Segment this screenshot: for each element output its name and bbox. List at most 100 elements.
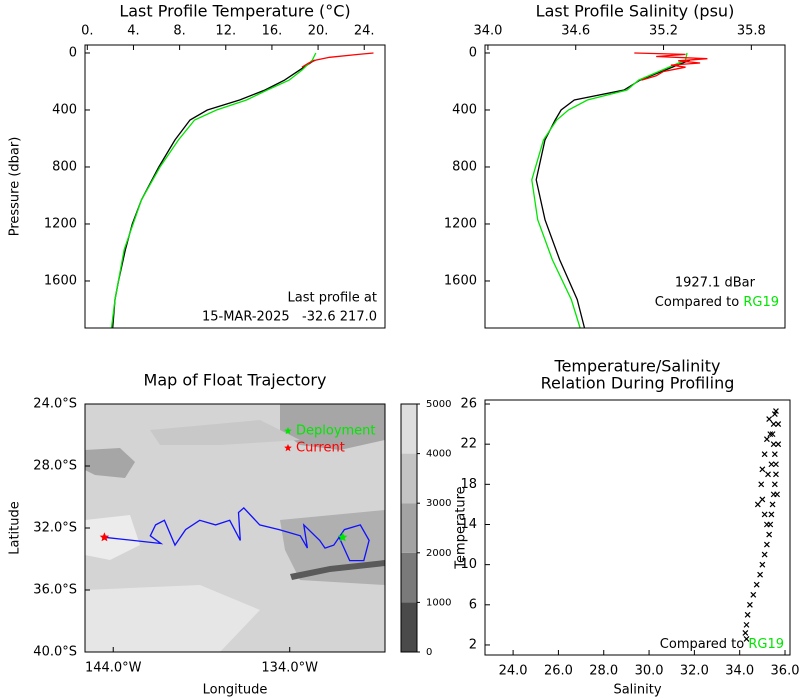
plot-frame (84, 403, 386, 653)
colorbar-tick-label: 5000 (426, 399, 451, 410)
scatter-point (759, 466, 766, 473)
colorbar-band (401, 453, 417, 504)
colorbar-tick-label: 1000 (426, 597, 451, 608)
scatter-point (770, 441, 777, 448)
marker-star (99, 532, 110, 542)
scatter-point (758, 481, 765, 488)
x-tick-label: 32.0 (680, 664, 709, 679)
comparison-note: Compared to RG19 (660, 637, 784, 652)
scatter-point (753, 581, 760, 588)
x-tick-label: 4. (127, 24, 139, 39)
colorbar-band (401, 503, 417, 553)
chart-title: Temperature/Salinity (554, 357, 721, 376)
plot-frame (84, 44, 386, 329)
scatter-point (766, 531, 773, 538)
marks (99, 506, 370, 562)
bathymetry-patch (85, 585, 260, 652)
x-tick-label: 20. (308, 24, 329, 39)
series-line (634, 52, 708, 81)
scatter-point (746, 601, 753, 608)
y-tick-label: 0 (69, 45, 77, 60)
scatter-point (769, 501, 776, 508)
y-tick-label: 0 (469, 45, 477, 60)
scatter-point (750, 591, 757, 598)
bathymetry-ridge (290, 560, 385, 580)
series-line (110, 52, 317, 328)
plot-area (742, 408, 782, 642)
comparison-name: RG19 (743, 295, 779, 310)
y-tick-label: 10 (460, 557, 477, 572)
series-line (531, 52, 688, 328)
scatter-point (761, 451, 768, 458)
annotation: 1927.1 dBar (675, 276, 756, 291)
colorbar-band (401, 602, 417, 652)
colorbar-frame (400, 403, 418, 653)
chart-title: Last Profile Salinity (psu) (536, 2, 735, 21)
y-tick-label: 1600 (444, 273, 477, 288)
scatter-point (743, 636, 750, 642)
chart-subtitle: Relation During Profiling (541, 374, 735, 393)
y-axis-label: Latitude (8, 501, 23, 555)
scatter-point (775, 441, 782, 448)
y-tick-label: 800 (452, 159, 477, 174)
bathymetry-patch (150, 420, 300, 445)
series-line (104, 506, 370, 562)
x-axis-label: Salinity (613, 683, 661, 698)
y-tick-label: 1600 (44, 273, 77, 288)
x-tick-label: 35.2 (649, 24, 678, 39)
x-tick-label: 24. (354, 24, 375, 39)
x-tick-label: 35.8 (737, 24, 766, 39)
y-tick-label: 1200 (444, 216, 477, 231)
x-tick-label: 0. (81, 24, 93, 39)
scatter-point (769, 431, 776, 438)
marker-star (337, 532, 348, 542)
legend-star (284, 427, 292, 435)
chart-title: Map of Float Trajectory (144, 371, 327, 390)
scatter-point (744, 611, 751, 618)
legend-label: Current (296, 441, 345, 456)
plot-frame (484, 399, 791, 656)
x-tick-label: 34.6 (561, 24, 590, 39)
scatter-point (773, 408, 779, 414)
colorbar-tick-label: 4000 (426, 449, 451, 460)
scatter-point (761, 551, 768, 558)
scatter-point (743, 621, 750, 628)
x-tick-label: 8. (173, 24, 185, 39)
bathymetry-patch (85, 515, 140, 560)
y-tick-label: 22 (460, 437, 477, 452)
bathymetry-patch (85, 448, 135, 478)
series-line (301, 52, 374, 68)
colorbar-tick-label: 3000 (426, 498, 451, 509)
y-tick-label: 24.0°S (33, 397, 77, 412)
series-line (112, 59, 315, 328)
y-tick-label: 36.0°S (33, 583, 77, 598)
comparison-label: Compared to (655, 295, 744, 310)
scatter-point (761, 511, 768, 518)
y-tick-label: 26 (460, 397, 477, 412)
x-tick-label: 30.0 (635, 664, 664, 679)
x-tick-label: 34.0 (473, 24, 502, 39)
x-tick-label: 36.0 (771, 664, 800, 679)
colorbar-band (401, 404, 417, 454)
scatter-point (754, 501, 761, 508)
scatter-point (768, 511, 775, 518)
comparison-label: Compared to (660, 637, 749, 652)
legend-label: Deployment (296, 424, 376, 439)
marks (110, 52, 374, 328)
x-tick-label: 12. (215, 24, 236, 39)
scatter-point (763, 521, 770, 528)
scatter-point (774, 491, 781, 498)
scatter-point (770, 421, 777, 428)
y-tick-label: 28.0°S (33, 459, 77, 474)
plot-area (531, 52, 708, 328)
y-tick-label: 2 (469, 637, 477, 652)
scatter-point (765, 471, 771, 478)
scatter-point (773, 461, 779, 468)
x-tick-label: 26.0 (544, 664, 573, 679)
scatter-point (773, 471, 779, 478)
scatter-point (767, 431, 774, 438)
scatter-point (771, 481, 778, 488)
y-tick-label: 18 (460, 477, 477, 492)
